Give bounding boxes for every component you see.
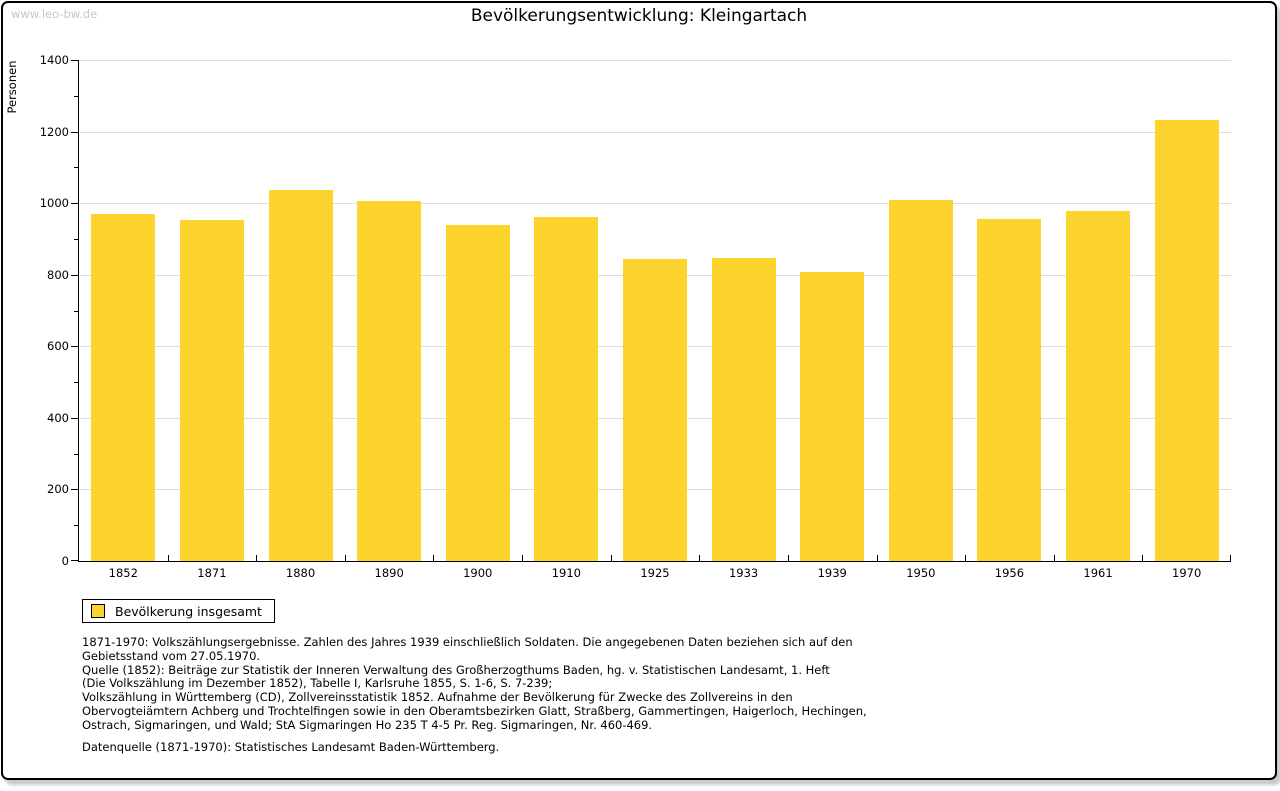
bar-1939 xyxy=(800,271,865,561)
y-tick-1400 xyxy=(71,60,79,61)
y-minor-tick-1100 xyxy=(74,167,79,169)
y-tick-label-1200: 1200 xyxy=(39,124,69,139)
y-minor-tick-100 xyxy=(74,525,79,527)
bar-1961 xyxy=(1066,210,1131,561)
y-tick-label-1000: 1000 xyxy=(39,196,69,211)
y-tick-label-600: 600 xyxy=(47,339,69,354)
bar-1950 xyxy=(888,199,953,561)
footnote-line-2: Gebietsstand vom 27.05.1970. xyxy=(82,648,261,663)
legend-swatch-icon xyxy=(91,604,105,618)
bar-1880 xyxy=(268,189,333,561)
x-tick-label-1956: 1956 xyxy=(994,566,1025,580)
y-tick-label-200: 200 xyxy=(47,482,69,497)
x-tick-label-1961: 1961 xyxy=(1083,566,1113,580)
plot-area: Personen 0 200 400 600 800 1000 1200 1400 1852 18… xyxy=(5,53,1231,580)
y-minor-tick-700 xyxy=(74,310,79,312)
bar-1900 xyxy=(445,224,510,561)
x-tick-label-1910: 1910 xyxy=(551,566,581,580)
bar-1956 xyxy=(977,219,1042,561)
x-tick-5 xyxy=(522,555,524,561)
legend: Bevölkerung insgesamt xyxy=(82,599,275,623)
datasource-note: Datenquelle (1871-1970): Statistisches L… xyxy=(82,740,500,754)
gridline-1400 xyxy=(79,60,1231,61)
x-tick-3 xyxy=(344,555,346,561)
x-tick-label-1900: 1900 xyxy=(463,566,493,580)
y-tick-label-400: 400 xyxy=(47,410,69,425)
gridline-1200 xyxy=(79,131,1231,133)
x-tick-8 xyxy=(787,555,789,561)
x-tick-12 xyxy=(1142,555,1144,561)
footnote-line-5: Volkszählung in Württemberg (CD), Zollve… xyxy=(82,690,793,705)
y-tick-200 xyxy=(71,489,79,491)
y-tick-label-0: 0 xyxy=(61,554,69,568)
y-minor-tick-500 xyxy=(74,382,79,384)
bar-1890 xyxy=(357,201,422,561)
x-tick-label-1890: 1890 xyxy=(374,566,404,580)
x-tick-2 xyxy=(256,555,258,561)
x-tick-label-1925: 1925 xyxy=(640,566,670,580)
x-tick-11 xyxy=(1053,555,1055,561)
x-tick-label-1852: 1852 xyxy=(108,566,138,580)
x-tick-label-1880: 1880 xyxy=(285,566,316,580)
bar-1925 xyxy=(623,258,687,561)
bar-1933 xyxy=(711,258,776,561)
x-tick-4 xyxy=(433,555,435,561)
y-tick-800 xyxy=(71,274,79,276)
x-tick-1 xyxy=(167,555,169,561)
y-tick-0 xyxy=(71,560,79,561)
y-minor-tick-900 xyxy=(74,238,79,240)
x-tick-7 xyxy=(699,555,701,561)
footnotes: 1871-1970: Volkszählungsergebnisse. Zahl… xyxy=(82,635,1202,733)
bar-1871 xyxy=(179,219,244,561)
x-tick-10 xyxy=(965,555,967,561)
y-tick-1200 xyxy=(71,131,79,133)
bar-1910 xyxy=(534,217,599,561)
footnote-line-6: Obervogteiämtern Achberg und Trochtelfin… xyxy=(82,703,867,718)
chart-title: Bevölkerungsentwicklung: Kleingartach xyxy=(470,6,808,26)
y-tick-400 xyxy=(71,417,79,419)
x-tick-label-1950: 1950 xyxy=(906,566,936,580)
footnote-line-1: 1871-1970: Volkszählungsergebnisse. Zahl… xyxy=(82,635,853,649)
watermark: www.leo-bw.de xyxy=(11,7,98,21)
footnote-line-3: Quelle (1852): Beiträge zur Statistik de… xyxy=(82,662,830,677)
x-tick-label-1933: 1933 xyxy=(728,566,759,580)
x-tick-9 xyxy=(876,555,878,561)
y-minor-tick-300 xyxy=(74,453,79,455)
y-tick-1000 xyxy=(71,203,79,205)
x-tick-6 xyxy=(610,555,612,561)
y-tick-label-1400: 1400 xyxy=(39,53,69,67)
y-minor-tick-1300 xyxy=(74,95,79,97)
footnote-line-7: Ostrach, Sigmaringen, und Wald; StA Sigm… xyxy=(82,717,653,732)
x-axis-end-tick xyxy=(1230,555,1231,561)
bar-1852 xyxy=(91,213,156,561)
x-tick-label-1970: 1970 xyxy=(1172,566,1202,580)
x-tick-label-1871: 1871 xyxy=(197,566,227,580)
legend-label: Bevölkerung insgesamt xyxy=(115,603,262,619)
y-tick-label-800: 800 xyxy=(47,267,69,282)
gridline-1000 xyxy=(79,203,1231,205)
x-tick-label-1939: 1939 xyxy=(817,566,847,580)
y-tick-600 xyxy=(71,346,79,348)
bar-1970 xyxy=(1154,120,1219,561)
y-axis-title: Personen xyxy=(5,60,19,114)
footnote-line-4: (Die Volkszählung im Dezember 1852), Tab… xyxy=(82,676,553,691)
